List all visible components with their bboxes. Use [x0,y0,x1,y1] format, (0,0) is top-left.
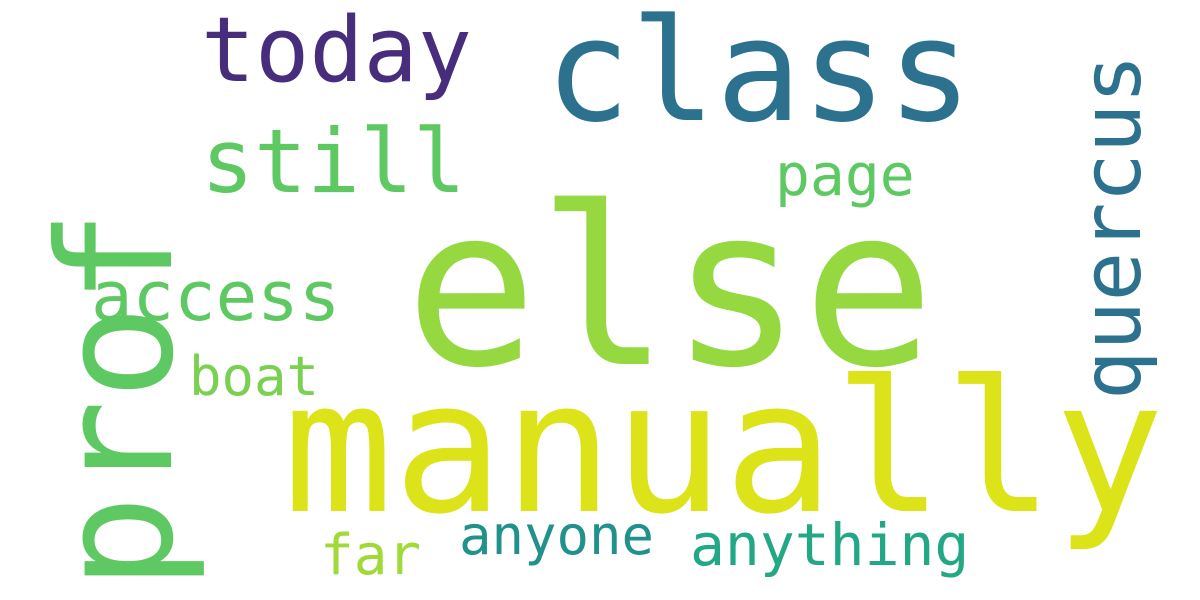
word-anyone: anyone [459,504,655,567]
word-access: access [91,257,341,337]
word-else: else [405,160,935,416]
word-today: today [201,0,472,103]
word-page: page [775,141,915,209]
word-still: still [201,110,466,213]
word-class: class [545,0,973,154]
word-far: far [320,523,422,588]
word-boat: boat [189,345,320,408]
word-manually: manually [283,342,1165,555]
word-anything: anything [690,511,970,579]
word-quercus: quercus [1065,54,1160,400]
